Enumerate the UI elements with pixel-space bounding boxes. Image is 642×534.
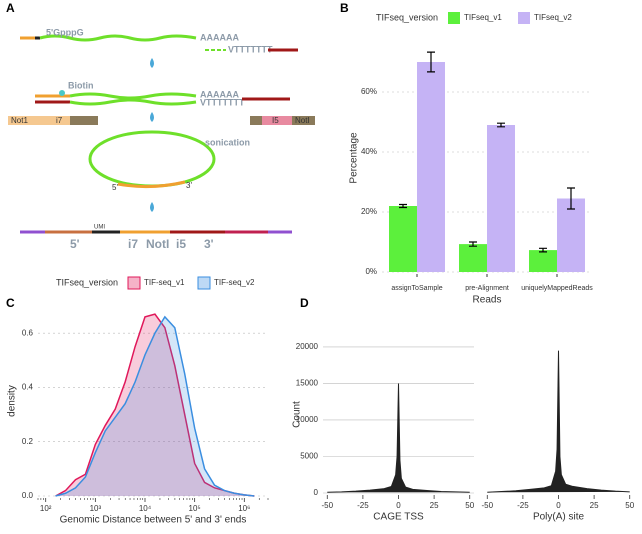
y-tick-label: 0 xyxy=(314,488,319,497)
x-axis-label: Poly(A) site xyxy=(533,512,585,523)
x-tick-label: 10⁶ xyxy=(238,504,250,513)
panel-label: A xyxy=(6,1,15,15)
legend-title: TIFseq_version xyxy=(56,277,118,287)
x-tick-label: -25 xyxy=(517,501,529,510)
diagram-label: i7 xyxy=(128,237,138,251)
legend-swatch xyxy=(518,12,530,24)
error-bar xyxy=(497,122,505,128)
x-tick-label: 25 xyxy=(590,501,599,510)
x-tick-label: -25 xyxy=(357,501,369,510)
y-tick-label: 0.2 xyxy=(22,437,34,446)
x-tick-label: assignToSample xyxy=(391,285,442,292)
y-tick-label: 20% xyxy=(361,207,377,216)
diagram-label: 5'GpppG xyxy=(46,27,84,37)
diagram-label: Biotin xyxy=(68,80,94,90)
y-axis-label: density xyxy=(7,385,18,417)
diagram-label: i7 xyxy=(56,116,63,125)
bar xyxy=(487,125,515,272)
error-bar xyxy=(539,247,547,253)
error-bar xyxy=(427,51,435,73)
bar xyxy=(417,62,445,272)
y-tick-label: 60% xyxy=(361,87,377,96)
panel-label: C xyxy=(6,296,15,310)
x-tick-label: 10⁴ xyxy=(139,504,152,513)
diagram-label: sonication xyxy=(205,137,250,147)
y-tick-label: 0.6 xyxy=(22,328,34,337)
density-curve xyxy=(55,313,255,497)
x-tick-label: 25 xyxy=(430,501,439,510)
x-tick-label: 0 xyxy=(396,501,401,510)
y-tick-label: 5000 xyxy=(300,452,318,461)
diagram-label: 5' xyxy=(112,183,118,192)
diagram-label: VTTTTTTT xyxy=(200,97,245,107)
diagram-label: VTTTTTTT xyxy=(228,44,273,54)
diagram-label: AAAAAA xyxy=(200,89,239,99)
diagram-label: NotI xyxy=(146,237,169,251)
bar xyxy=(459,244,487,272)
y-tick-label: 40% xyxy=(361,147,377,156)
x-axis-label: Reads xyxy=(473,295,502,306)
y-tick-label: 20000 xyxy=(296,342,319,351)
diagram: 5'GpppG AAAAAA VTTTTTTT Biotin AAAAAA VT… xyxy=(8,27,315,251)
diagram-label: 3' xyxy=(186,181,192,190)
x-tick-label: 0 xyxy=(556,501,561,510)
diagram-label: i5 xyxy=(176,237,186,251)
error-bar xyxy=(567,187,575,210)
diagram-label: AAAAAA xyxy=(200,32,239,42)
legend-label: TIF-seq_v1 xyxy=(144,278,185,287)
x-axis-label: Genomic Distance between 5' and 3' ends xyxy=(60,515,247,526)
diagram-label: 5' xyxy=(70,237,80,251)
x-tick-label: pre-Alignment xyxy=(465,285,509,292)
legend-label: TIFseq_v2 xyxy=(534,13,572,22)
bar xyxy=(557,198,585,272)
x-tick-label: -50 xyxy=(481,501,493,510)
density-curve xyxy=(55,315,255,497)
panel-label: D xyxy=(300,296,309,310)
x-axis-label: CAGE TSS xyxy=(373,512,424,523)
legend-swatch xyxy=(197,276,211,290)
error-bar xyxy=(399,203,407,209)
legend-swatch xyxy=(448,12,460,24)
y-axis-label: Count xyxy=(292,401,303,428)
y-tick-label: 10000 xyxy=(296,415,319,424)
error-bar xyxy=(469,241,477,247)
x-tick-label: 50 xyxy=(465,501,474,510)
count-area xyxy=(487,350,630,493)
panel-label: B xyxy=(340,1,349,15)
x-tick-label: uniquelyMappedReads xyxy=(521,285,593,292)
count-area xyxy=(327,383,470,493)
legend-label: TIF-seq_v2 xyxy=(214,278,255,287)
x-tick-label: 50 xyxy=(625,501,634,510)
diagram-label: Not1 xyxy=(11,116,28,125)
x-tick-label: 10³ xyxy=(90,504,102,513)
y-tick-label: 0.0 xyxy=(22,491,34,500)
y-tick-label: 0% xyxy=(365,267,377,276)
legend-label: TIFseq_v1 xyxy=(464,13,502,22)
y-tick-label: 0.4 xyxy=(22,383,34,392)
diagram-label: 3' xyxy=(204,237,214,251)
diagram-label: UMI xyxy=(94,225,105,231)
diagram-label: I5 xyxy=(272,116,279,125)
x-tick-label: 10² xyxy=(40,504,52,513)
diagram-label: NotI xyxy=(295,116,310,125)
legend-title: TIFseq_version xyxy=(376,12,438,22)
x-tick-label: -50 xyxy=(321,501,333,510)
x-tick-label: 10⁵ xyxy=(189,504,201,513)
bar xyxy=(389,206,417,272)
y-axis-label: Percentage xyxy=(349,132,360,184)
legend-swatch xyxy=(127,276,141,290)
bar xyxy=(529,250,557,272)
y-tick-label: 15000 xyxy=(296,379,319,388)
